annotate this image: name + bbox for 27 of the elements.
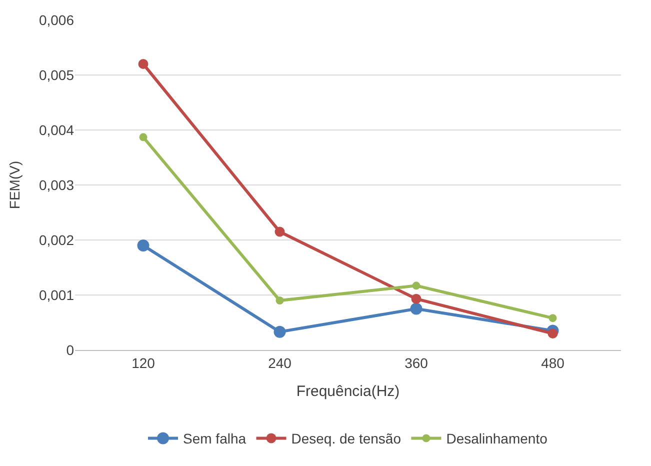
point xyxy=(139,133,148,142)
legend-label: Sem falha xyxy=(183,430,246,447)
point xyxy=(412,282,420,290)
legend-label: Desalinhamento xyxy=(446,430,548,447)
x-axis-title: Frequência(Hz) xyxy=(296,382,400,400)
y-tick-label: 0,002 xyxy=(38,232,74,248)
x-tick-label: 240 xyxy=(268,354,292,371)
y-tick-label: 0,003 xyxy=(38,176,74,193)
x-tick-label: 480 xyxy=(541,354,565,371)
point xyxy=(411,294,422,304)
y-axis-title: FEM(V) xyxy=(6,160,23,210)
y-tick-label: 0,005 xyxy=(38,66,74,83)
point xyxy=(274,326,286,338)
point xyxy=(548,314,557,322)
point xyxy=(137,240,150,252)
y-tick-label: 0,001 xyxy=(38,286,74,303)
x-tick-label: 360 xyxy=(404,354,428,371)
y-tick-label: 0,004 xyxy=(38,122,74,138)
point xyxy=(138,59,148,69)
point xyxy=(548,328,558,338)
y-tick-label: 0,006 xyxy=(38,12,74,28)
legend-label: Deseq. de tensão xyxy=(291,430,402,447)
point xyxy=(276,296,284,304)
x-tick-label: 120 xyxy=(132,354,156,371)
y-tick-label: 0 xyxy=(66,342,74,358)
point xyxy=(274,226,285,237)
point xyxy=(410,302,422,315)
